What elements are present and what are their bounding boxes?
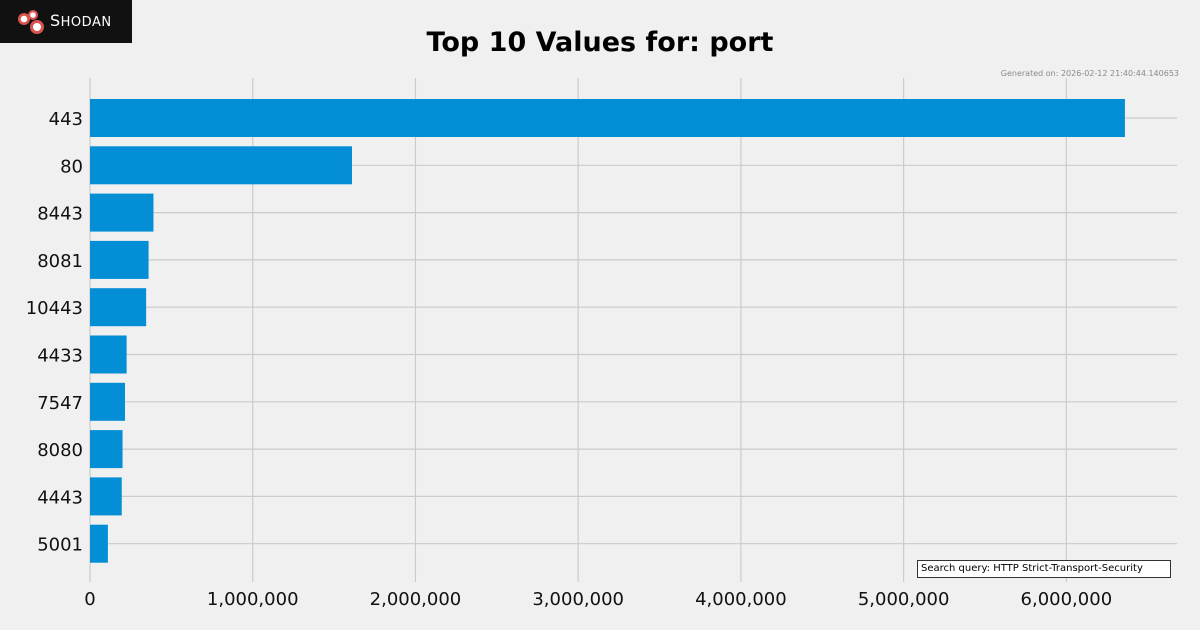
y-tick-label: 4443 — [37, 487, 83, 508]
bar — [90, 146, 352, 185]
chart-title: Top 10 Values for: port — [426, 27, 774, 58]
x-tick-label: 6,000,000 — [1021, 589, 1113, 610]
x-tick-label: 3,000,000 — [532, 589, 624, 610]
y-tick-label: 8081 — [37, 251, 83, 272]
x-tick-label: 2,000,000 — [370, 589, 462, 610]
bar — [90, 524, 108, 563]
generated-timestamp: Generated on: 2026-02-12 21:40:44.140653 — [1000, 69, 1179, 78]
shodan-logo[interactable]: SHODAN — [0, 0, 132, 43]
bar — [90, 288, 147, 327]
x-tick-label: 4,000,000 — [695, 589, 787, 610]
x-tick-label: 0 — [84, 589, 95, 610]
y-tick-label: 80 — [60, 156, 83, 177]
bar — [90, 193, 154, 232]
y-tick-label: 4433 — [37, 346, 83, 367]
bar — [90, 382, 125, 421]
logo-text-rest: HODAN — [60, 15, 112, 30]
y-tick-label: 443 — [49, 109, 83, 130]
search-query-box: Search query: HTTP Strict-Transport-Secu… — [917, 560, 1171, 578]
bar — [90, 99, 1125, 137]
y-tick-label: 7547 — [37, 393, 83, 414]
shodan-logo-icon — [18, 10, 44, 34]
bar — [90, 335, 127, 374]
bar — [90, 430, 123, 469]
bar — [90, 240, 149, 279]
logo-text-first: S — [50, 11, 61, 30]
y-tick-label: 10443 — [26, 298, 83, 319]
shodan-logo-text: SHODAN — [50, 11, 112, 30]
x-tick-label: 5,000,000 — [858, 589, 950, 610]
y-tick-label: 8443 — [37, 204, 83, 225]
y-tick-label: 8080 — [37, 440, 83, 461]
x-tick-label: 1,000,000 — [207, 589, 299, 610]
y-tick-label: 5001 — [37, 535, 83, 556]
bar — [90, 477, 122, 516]
